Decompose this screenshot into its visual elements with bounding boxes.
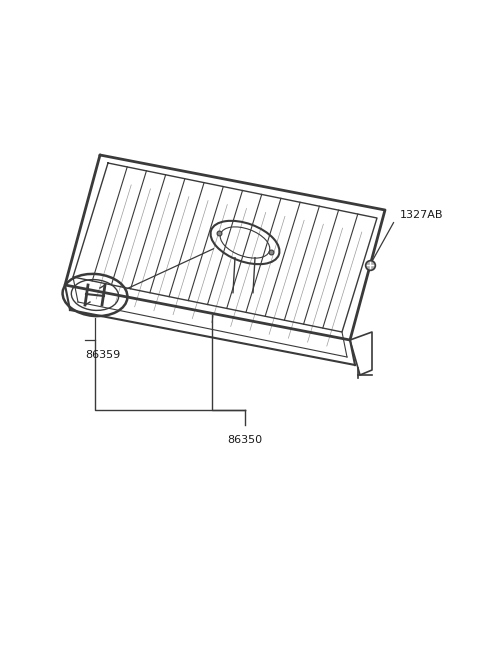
Text: 1327AB: 1327AB <box>400 210 444 220</box>
Text: 86350: 86350 <box>228 435 263 445</box>
Text: 86359: 86359 <box>85 350 120 360</box>
